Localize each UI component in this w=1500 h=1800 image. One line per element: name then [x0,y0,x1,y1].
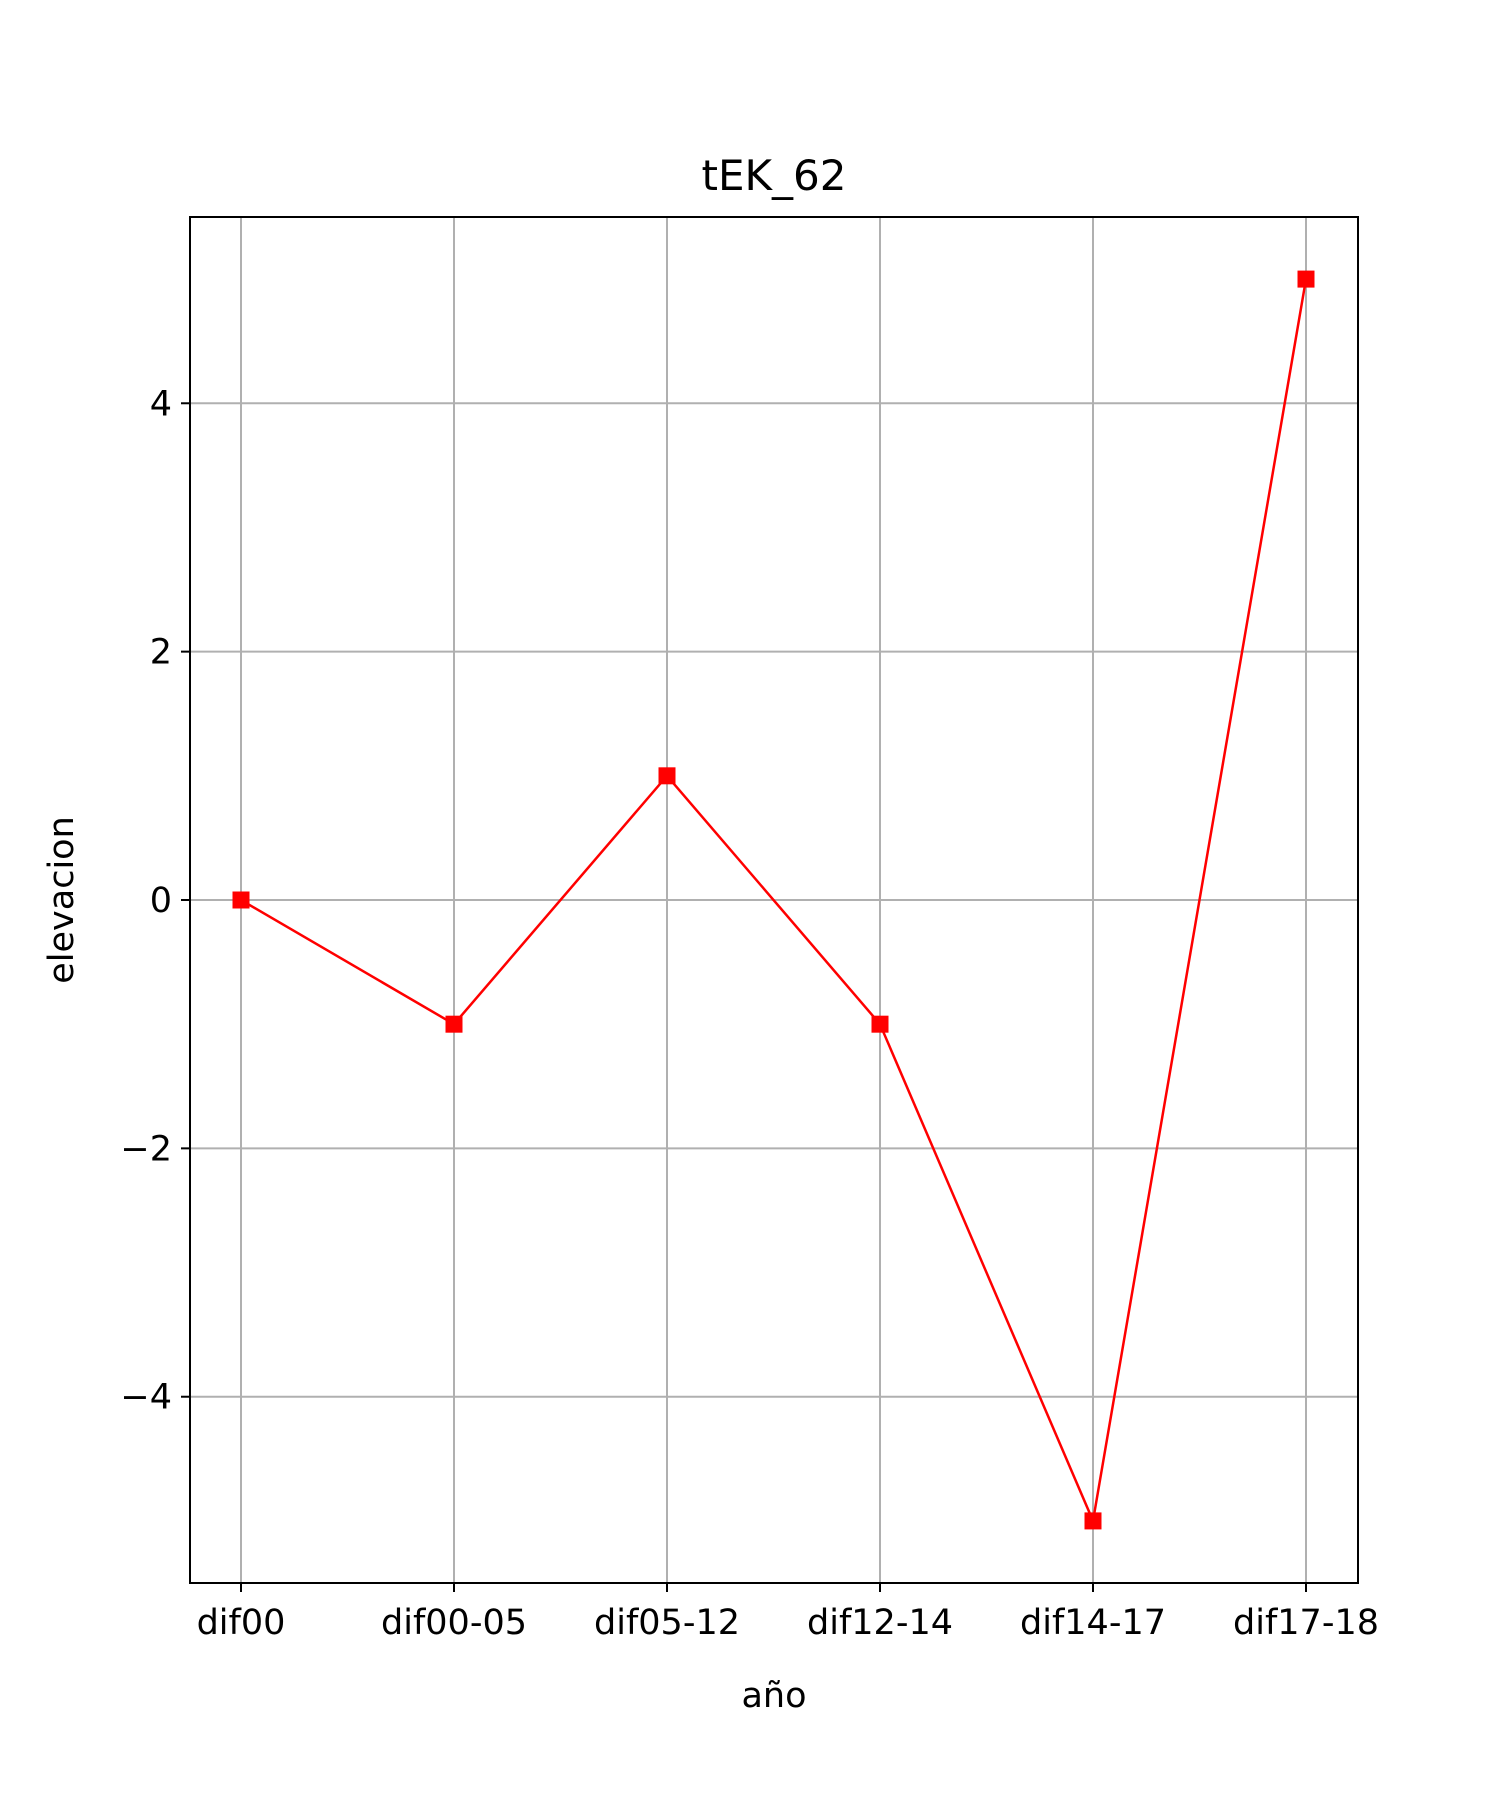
data-point-marker [232,891,250,909]
series-group [232,270,1315,1530]
chart-title: tEK_62 [702,151,847,200]
x-axis-label: año [741,1676,806,1716]
ticks: dif00 dif00-05 dif05-12 dif12-14 dif14-17 dif… [120,384,1379,1643]
data-point-marker [658,767,676,785]
y-tick-label: 0 [150,881,172,921]
series-line [240,278,1308,1523]
y-tick-label: 2 [150,633,172,673]
x-tick-label: dif00 [197,1603,286,1643]
y-axis-label: elevacion [42,816,82,984]
data-point-marker [1297,270,1315,288]
y-tick-label: −4 [120,1378,172,1418]
y-tick-label: −2 [120,1129,172,1169]
x-tick-label: dif00-05 [381,1603,527,1643]
x-tick-label: dif14-17 [1020,1603,1166,1643]
x-tick-label: dif05-12 [594,1603,740,1643]
x-tick-label: dif17-18 [1233,1603,1379,1643]
data-point-marker [445,1015,463,1033]
x-tick-label: dif12-14 [807,1603,953,1643]
grid [190,217,1358,1583]
data-point-marker [1084,1512,1102,1530]
data-point-marker [871,1015,889,1033]
y-tick-label: 4 [150,384,172,424]
